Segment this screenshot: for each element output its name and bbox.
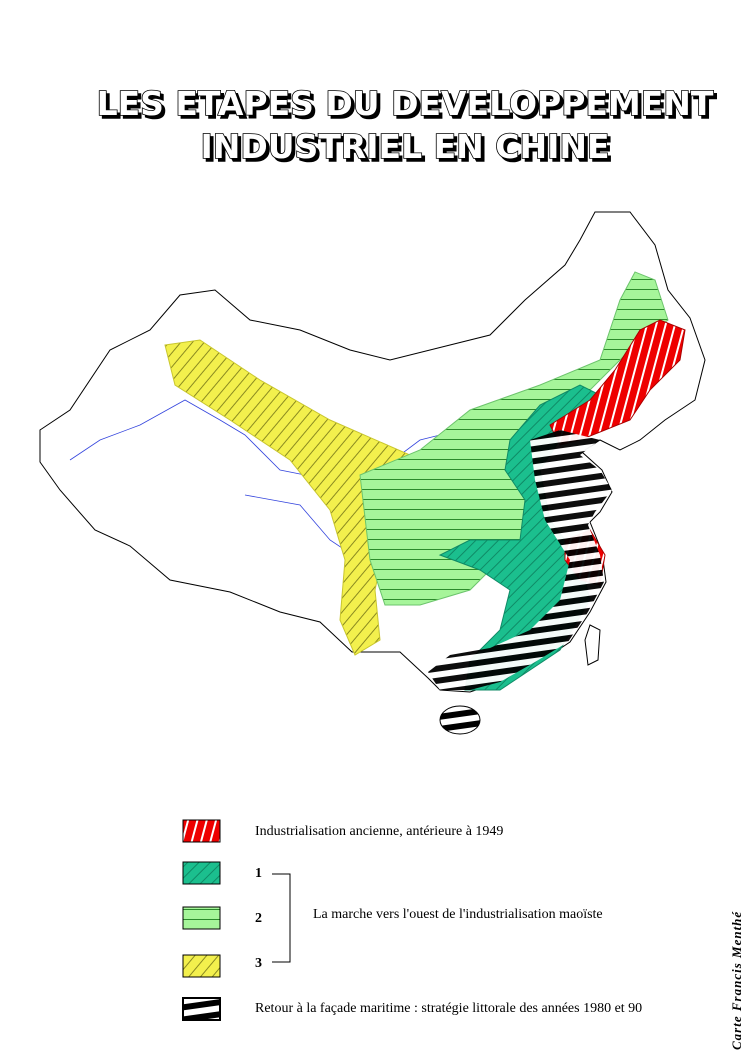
taiwan [584, 624, 601, 666]
legend-label: Industrialisation ancienne, antérieure à… [255, 824, 503, 839]
title-line: INDUSTRIEL EN CHINE [200, 127, 609, 166]
legend-swatch [182, 906, 221, 930]
legend-swatch [182, 954, 221, 978]
zone-coastal [428, 430, 612, 690]
zone-3 [164, 339, 411, 656]
bracket [272, 873, 291, 963]
legend-label: Retour à la façade maritime : stratégie … [255, 1001, 642, 1016]
river [69, 399, 541, 481]
legend-swatch [182, 861, 221, 885]
hainan [439, 705, 481, 735]
legend-swatch [182, 997, 221, 1021]
legend-label: 1 [255, 866, 262, 881]
legend-label: 3 [255, 956, 262, 971]
credit: Carte Francis Menthé [729, 911, 744, 1050]
legend-label: 2 [255, 911, 262, 926]
title-line: LES ETAPES DU DEVELOPPEMENT [97, 84, 714, 123]
group-label: La marche vers l'ouest de l'industrialis… [313, 907, 603, 922]
legend-swatch [182, 819, 221, 843]
